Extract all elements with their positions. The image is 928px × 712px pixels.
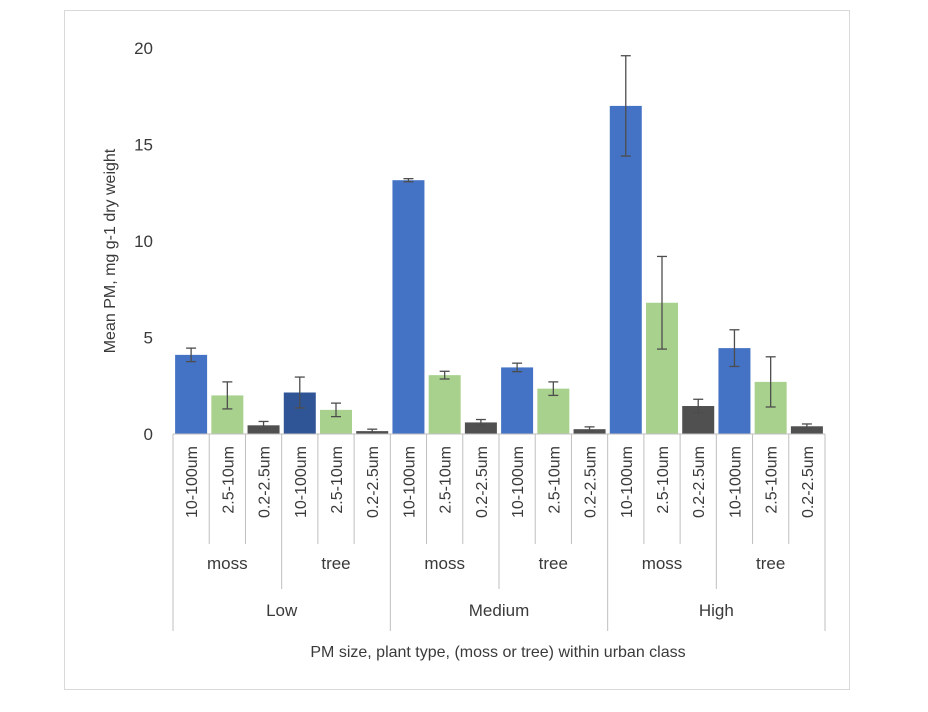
plant-type-label: moss [642,554,683,573]
x-axis: 10-100um 2.5-10um 0.2-2.5um moss 10-100um 2.5… [172,433,826,631]
chart-area: 0 5 10 15 20 10-100um 2.5-10um 0.2-2.5um moss 10… [64,10,850,690]
x-tick-label: 2.5-10um [220,446,237,514]
x-axis-title: PM size, plant type, (moss or tree) with… [310,644,685,661]
bar [790,426,823,434]
x-tick-label: 2.5-10um [329,446,346,514]
x-tick-label: 10-100um [727,446,744,518]
bar [609,105,642,435]
x-tick-label: 0.2-2.5um [800,446,817,518]
y-tick-label: 0 [144,425,153,444]
plant-type-label: moss [207,554,248,573]
error-bars-layer [186,55,812,434]
bar [392,180,425,434]
x-tick-label: 0.2-2.5um [583,446,600,518]
x-tick-label: 10-100um [619,446,636,518]
urban-class-label: Medium [469,601,529,620]
x-tick-label: 10-100um [293,446,310,518]
plant-type-label: moss [424,554,465,573]
y-tick-label: 20 [134,39,153,58]
x-tick-label: 10-100um [184,446,201,518]
bars-layer [175,105,823,435]
plant-type-label: tree [321,554,350,573]
urban-class-label: High [699,601,734,620]
x-tick-label: 10-100um [401,446,418,518]
x-tick-label: 0.2-2.5um [257,446,274,518]
x-tick-label: 2.5-10um [438,446,455,514]
y-tick-label: 10 [134,232,153,251]
bar [501,367,534,434]
bar [175,354,208,434]
y-axis-title: Mean PM, mg g-1 dry weight [102,148,119,353]
x-tick-label: 2.5-10um [546,446,563,514]
bar [464,422,497,434]
x-tick-label: 2.5-10um [764,446,781,514]
x-tick-label: 2.5-10um [655,446,672,514]
x-tick-label: 0.2-2.5um [691,446,708,518]
x-tick-label: 10-100um [510,446,527,518]
y-tick-label: 5 [144,329,153,348]
y-axis-ticks: 0 5 10 15 20 [134,39,153,444]
urban-class-label: Low [266,601,298,620]
plant-type-label: tree [756,554,785,573]
bar [428,375,461,434]
y-tick-label: 15 [134,136,153,155]
x-tick-label: 0.2-2.5um [365,446,382,518]
x-tick-label: 0.2-2.5um [474,446,491,518]
plant-type-label: tree [539,554,568,573]
bar [537,388,570,434]
